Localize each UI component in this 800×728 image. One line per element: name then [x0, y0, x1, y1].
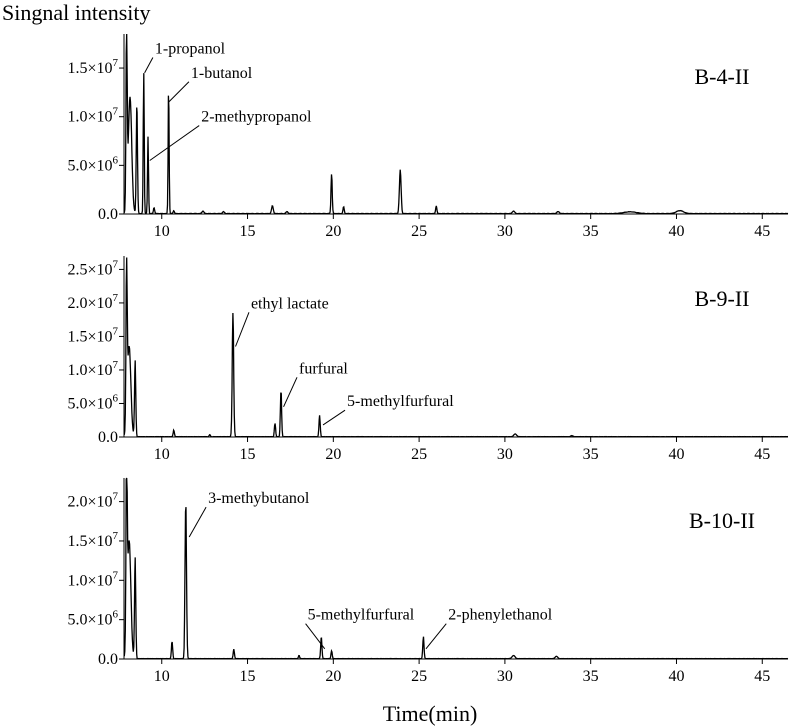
y-tick-exponent: 6 [113, 154, 119, 166]
trace-line-b-10-ii [123, 477, 789, 660]
y-tick-exponent: 7 [113, 292, 119, 304]
peak-leader-line [305, 623, 326, 650]
x-tick-label: 30 [497, 668, 513, 685]
y-tick-exponent: 6 [113, 392, 119, 404]
y-tick-mantissa: 1.0×10 [67, 109, 112, 126]
y-tick-label: 2.0×107 [67, 292, 118, 312]
y-tick-exponent: 7 [113, 491, 119, 503]
y-tick-mantissa: 5.0×10 [67, 612, 112, 629]
y-tick-label: 0.0 [98, 429, 118, 446]
peak-leader-line [144, 57, 154, 74]
y-tick-mantissa: 5.0×10 [67, 157, 112, 174]
peak-label: 2-methypropanol [201, 109, 312, 126]
y-tick-mantissa: 0.0 [98, 651, 118, 668]
trace-line-b-4-ii [123, 33, 789, 215]
x-tick-label: 35 [583, 223, 599, 240]
x-tick-label: 25 [411, 223, 427, 240]
peak-leader-line [283, 377, 298, 408]
y-tick-label: 1.0×107 [67, 359, 118, 379]
x-tick-label: 45 [754, 668, 770, 685]
y-tick-mantissa: 1.5×10 [67, 533, 112, 550]
y-tick-mantissa: 1.0×10 [67, 572, 112, 589]
x-tick-label: 10 [154, 223, 170, 240]
x-axis-title: Time(min) [383, 701, 478, 726]
y-tick-label: 0.0 [98, 651, 118, 668]
peak-leader-line [188, 506, 207, 538]
x-tick-label: 25 [411, 446, 427, 463]
peak-label: furfural [299, 360, 348, 377]
y-tick-mantissa: 0.0 [98, 206, 118, 223]
y-tick-label: 5.0×106 [67, 392, 118, 412]
x-tick-label: 30 [497, 446, 513, 463]
peak-leader-line [425, 623, 447, 650]
y-tick-mantissa: 1.0×10 [67, 362, 112, 379]
y-tick-label: 0.0 [98, 206, 118, 223]
panel-b-9-ii: 0.05.0×1061.0×1071.5×1072.0×1072.5×10710… [67, 256, 788, 463]
x-tick-label: 40 [668, 223, 684, 240]
y-tick-mantissa: 0.0 [98, 429, 118, 446]
peak-label: ethyl lactate [251, 295, 329, 312]
y-tick-mantissa: 1.5×10 [67, 328, 112, 345]
x-tick-label: 20 [325, 223, 341, 240]
y-tick-exponent: 7 [113, 359, 119, 371]
y-tick-exponent: 7 [113, 106, 119, 118]
x-tick-label: 15 [240, 223, 256, 240]
sample-name: B-4-II [695, 64, 750, 89]
x-tick-label: 20 [325, 668, 341, 685]
y-tick-label: 1.0×107 [67, 569, 118, 589]
y-tick-mantissa: 5.0×10 [67, 395, 112, 412]
peak-leader-line [168, 81, 190, 103]
y-axis-title: Singnal intensity [2, 0, 151, 25]
y-tick-label: 1.5×107 [67, 530, 118, 550]
x-tick-label: 45 [754, 223, 770, 240]
y-tick-label: 2.0×107 [67, 491, 118, 511]
y-tick-exponent: 7 [113, 530, 119, 542]
trace-line-b-9-ii [123, 257, 788, 438]
x-tick-label: 40 [668, 446, 684, 463]
peak-label: 1-butanol [191, 65, 253, 82]
peak-leader-line [322, 409, 346, 426]
y-tick-exponent: 6 [113, 609, 119, 621]
peak-label: 5-methylfurfural [347, 393, 454, 410]
y-tick-label: 1.5×107 [67, 325, 118, 345]
y-tick-exponent: 7 [113, 258, 119, 270]
x-tick-label: 35 [583, 446, 599, 463]
y-tick-label: 5.0×106 [67, 609, 118, 629]
sample-name: B-10-II [689, 508, 755, 533]
peak-leader-line [149, 125, 200, 161]
x-tick-label: 10 [154, 446, 170, 463]
x-tick-label: 45 [754, 446, 770, 463]
y-tick-label: 1.0×107 [67, 106, 118, 126]
x-tick-label: 40 [668, 668, 684, 685]
x-tick-label: 15 [240, 668, 256, 685]
peak-label: 1-propanol [155, 40, 226, 57]
y-tick-mantissa: 2.0×10 [67, 295, 112, 312]
peak-label: 5-methylfurfural [308, 607, 415, 624]
x-tick-label: 25 [411, 668, 427, 685]
x-tick-label: 30 [497, 223, 513, 240]
peak-label: 2-phenylethanol [448, 607, 553, 624]
x-tick-label: 15 [240, 446, 256, 463]
x-tick-label: 20 [325, 446, 341, 463]
y-tick-exponent: 7 [113, 57, 119, 69]
y-tick-mantissa: 2.0×10 [67, 494, 112, 511]
sample-name: B-9-II [695, 286, 750, 311]
peak-leader-line [235, 312, 250, 347]
y-tick-label: 5.0×106 [67, 154, 118, 174]
y-tick-mantissa: 2.5×10 [67, 261, 112, 278]
y-tick-mantissa: 1.5×10 [67, 60, 112, 77]
x-tick-label: 35 [583, 668, 599, 685]
y-tick-exponent: 7 [113, 325, 119, 337]
y-tick-label: 2.5×107 [67, 258, 118, 278]
y-tick-exponent: 7 [113, 569, 119, 581]
x-tick-label: 10 [154, 668, 170, 685]
y-tick-label: 1.5×107 [67, 57, 118, 77]
peak-label: 3-methybutanol [208, 490, 310, 507]
